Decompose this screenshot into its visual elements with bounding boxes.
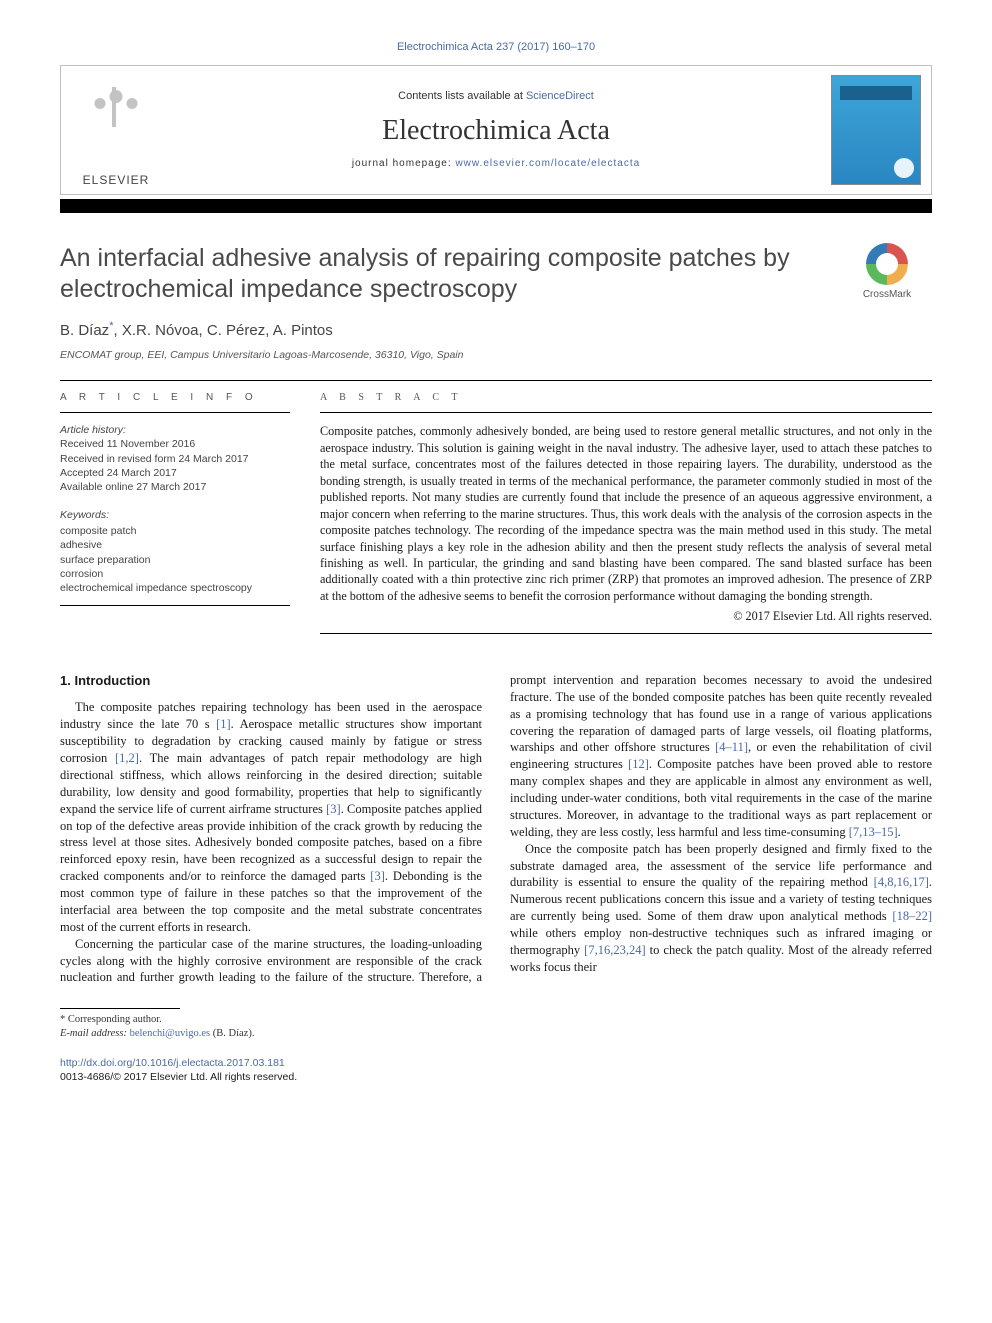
text-run: .: [898, 825, 901, 839]
contents-prefix: Contents lists available at: [398, 90, 526, 102]
keyword: surface preparation: [60, 553, 290, 567]
citation[interactable]: [18–22]: [892, 909, 932, 923]
citation[interactable]: [7,13–15]: [849, 825, 898, 839]
history-accepted: Accepted 24 March 2017: [60, 466, 290, 480]
article-title: An interfacial adhesive analysis of repa…: [60, 243, 822, 306]
meta-row: A R T I C L E I N F O Article history: R…: [60, 391, 932, 644]
intro-paragraph: The composite patches repairing technolo…: [60, 699, 482, 935]
intro-paragraph: Once the composite patch has been proper…: [510, 841, 932, 976]
running-head: Electrochimica Acta 237 (2017) 160–170: [60, 40, 932, 55]
sciencedirect-link[interactable]: ScienceDirect: [526, 90, 594, 102]
rule: [60, 380, 932, 381]
issn-copyright: 0013-4686/© 2017 Elsevier Ltd. All right…: [60, 1070, 932, 1084]
journal-title: Electrochimica Acta: [382, 112, 610, 150]
citation[interactable]: [1,2]: [115, 751, 139, 765]
history-label: Article history:: [60, 423, 290, 437]
history-revised: Received in revised form 24 March 2017: [60, 452, 290, 466]
email-link[interactable]: belenchi@uvigo.es: [130, 1028, 211, 1039]
citation[interactable]: [3]: [370, 869, 385, 883]
email-tail: (B. Díaz).: [210, 1028, 254, 1039]
author-4: A. Pintos: [273, 322, 333, 339]
keyword: corrosion: [60, 567, 290, 581]
author-sep: ,: [199, 322, 207, 339]
citation[interactable]: [12]: [628, 757, 649, 771]
rule: [60, 412, 290, 413]
keywords-list: composite patch adhesive surface prepara…: [60, 524, 290, 595]
text-run: Once the composite patch has been proper…: [510, 842, 932, 890]
article-info: A R T I C L E I N F O Article history: R…: [60, 391, 290, 644]
keyword: composite patch: [60, 524, 290, 538]
doi-block: http://dx.doi.org/10.1016/j.electacta.20…: [60, 1056, 932, 1084]
author-1: B. Díaz: [60, 322, 109, 339]
journal-cover-icon: [831, 75, 921, 185]
elsevier-tree-icon: [76, 72, 156, 142]
author-list: B. Díaz*, X.R. Nóvoa, C. Pérez, A. Pinto…: [60, 319, 932, 341]
publisher-name: ELSEVIER: [83, 172, 150, 188]
abstract-block: A B S T R A C T Composite patches, commo…: [320, 391, 932, 644]
keyword: electrochemical impedance spectroscopy: [60, 581, 290, 595]
contents-available: Contents lists available at ScienceDirec…: [398, 89, 594, 104]
footnote-rule: [60, 1008, 180, 1009]
corresponding-note: * Corresponding author.: [60, 1013, 932, 1027]
history-online: Available online 27 March 2017: [60, 480, 290, 494]
article-info-heading: A R T I C L E I N F O: [60, 391, 290, 405]
email-label: E-mail address:: [60, 1028, 130, 1039]
journal-cover-block: [821, 66, 931, 194]
abstract-heading: A B S T R A C T: [320, 391, 932, 405]
citation[interactable]: [3]: [326, 802, 341, 816]
rule: [320, 412, 932, 413]
publisher-logo-block: ELSEVIER: [61, 66, 171, 194]
citation[interactable]: [4–11]: [715, 740, 748, 754]
affiliation: ENCOMAT group, EEI, Campus Universitario…: [60, 348, 932, 362]
section-heading-intro: 1. Introduction: [60, 672, 482, 690]
doi-link[interactable]: http://dx.doi.org/10.1016/j.electacta.20…: [60, 1057, 285, 1069]
email-line: E-mail address: belenchi@uvigo.es (B. Dí…: [60, 1027, 932, 1041]
author-2: X.R. Nóvoa: [122, 322, 199, 339]
homepage-link[interactable]: www.elsevier.com/locate/electacta: [455, 158, 640, 169]
citation[interactable]: [7,16,23,24]: [584, 943, 645, 957]
crossmark-icon: [866, 243, 908, 285]
copyright-line: © 2017 Elsevier Ltd. All rights reserved…: [320, 608, 932, 624]
abstract-text: Composite patches, commonly adhesively b…: [320, 423, 932, 604]
crossmark-badge[interactable]: CrossMark: [842, 243, 932, 302]
banner-center: Contents lists available at ScienceDirec…: [171, 66, 821, 194]
crossmark-label: CrossMark: [863, 288, 911, 302]
thick-rule: [60, 199, 932, 213]
footnotes: * Corresponding author. E-mail address: …: [60, 1013, 932, 1041]
journal-banner: ELSEVIER Contents lists available at Sci…: [60, 65, 932, 195]
history-received: Received 11 November 2016: [60, 437, 290, 451]
rule: [320, 633, 932, 634]
homepage-prefix: journal homepage:: [352, 158, 456, 169]
keyword: adhesive: [60, 538, 290, 552]
body-columns: 1. Introduction The composite patches re…: [60, 672, 932, 986]
author-3: C. Pérez: [207, 322, 265, 339]
citation[interactable]: [1]: [216, 717, 231, 731]
author-sep: ,: [265, 322, 273, 339]
rule: [60, 605, 290, 606]
author-sep: ,: [113, 322, 121, 339]
citation[interactable]: [4,8,16,17]: [874, 875, 929, 889]
keywords-label: Keywords:: [60, 508, 290, 522]
journal-homepage: journal homepage: www.elsevier.com/locat…: [352, 157, 640, 171]
